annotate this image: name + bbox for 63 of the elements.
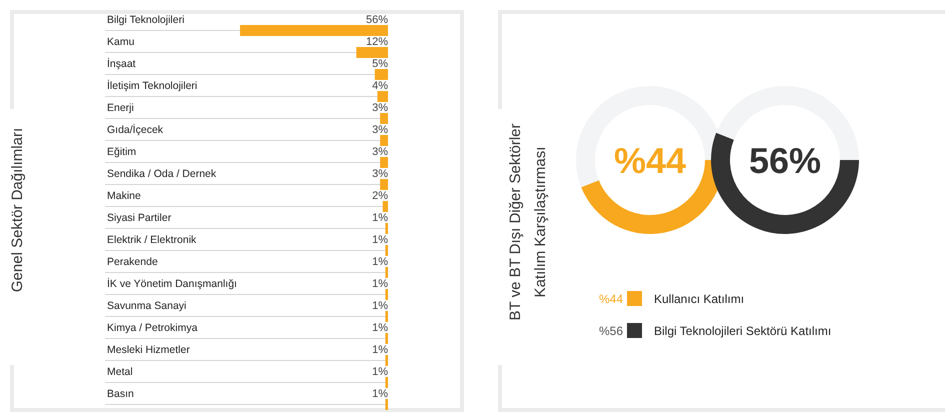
legend-label: Kullanıcı Katılımı bbox=[654, 292, 744, 306]
bar bbox=[385, 267, 388, 278]
y-tick-label: Mesleki Hizmetler bbox=[107, 344, 190, 356]
bar bbox=[385, 311, 388, 322]
y-tick-label: Elektrik / Elektronik bbox=[107, 234, 198, 246]
y-tick-label: Gıda/İçecek bbox=[107, 123, 164, 136]
data-label: 3% bbox=[372, 124, 388, 136]
data-label: 1% bbox=[372, 322, 388, 334]
bar bbox=[380, 135, 388, 146]
y-tick-label: Enerji bbox=[107, 102, 134, 114]
data-label: 1% bbox=[372, 344, 388, 356]
y-tick-label: Kamu bbox=[107, 36, 135, 48]
bar bbox=[385, 333, 388, 344]
y-tick-label: İK ve Yönetim Danışmanlığı bbox=[107, 277, 237, 290]
data-label: 56% bbox=[366, 14, 388, 26]
legend-label: Bilgi Teknolojileri Sektörü Katılımı bbox=[654, 324, 832, 338]
y-tick-label: Metal bbox=[107, 366, 133, 378]
bar bbox=[374, 69, 388, 80]
y-tick-label: Kimya / Petrokimya bbox=[107, 322, 198, 334]
data-label: %44 bbox=[598, 292, 624, 306]
bar bbox=[385, 377, 388, 388]
text: BT ve BT Dışı Diğer Sektörler Katılım Karşılaştırması bbox=[507, 123, 549, 321]
data-label: 1% bbox=[372, 256, 388, 268]
data-label: 1% bbox=[372, 234, 388, 246]
data-label: 1% bbox=[372, 366, 388, 378]
y-tick-label: Basın bbox=[107, 388, 134, 400]
text: %44 bbox=[614, 140, 686, 181]
data-label: 3% bbox=[372, 168, 388, 180]
data-label: %56 bbox=[598, 324, 624, 338]
bar bbox=[385, 289, 388, 300]
bar bbox=[380, 113, 388, 124]
data-label: 3% bbox=[372, 146, 388, 158]
y-tick-label: İnşaat bbox=[107, 57, 136, 70]
bar bbox=[385, 245, 388, 256]
data-label: 4% bbox=[372, 80, 388, 92]
y-tick-label: Siyasi Partiler bbox=[107, 212, 172, 224]
data-label: 5% bbox=[372, 58, 388, 70]
bar bbox=[380, 157, 388, 168]
data-label: 1% bbox=[372, 388, 388, 400]
data-label: 1% bbox=[372, 300, 388, 312]
y-tick-label: Perakende bbox=[107, 256, 158, 268]
y-tick-label: Bilgi Teknolojileri bbox=[107, 14, 184, 26]
data-label: 2% bbox=[372, 190, 388, 202]
bar bbox=[385, 223, 388, 234]
bar bbox=[385, 355, 388, 366]
y-tick-label: İletişim Teknolojileri bbox=[107, 79, 198, 92]
bar bbox=[356, 47, 388, 58]
y-tick-label: Eğitim bbox=[107, 146, 136, 158]
donut-slice bbox=[711, 132, 859, 234]
data-label: 3% bbox=[372, 102, 388, 114]
bar bbox=[377, 91, 388, 102]
bar bbox=[240, 25, 388, 36]
y-axis-title: Genel Sektör Dağılımları bbox=[9, 128, 26, 292]
y-tick-label: Makine bbox=[107, 190, 142, 202]
bar bbox=[385, 399, 388, 410]
data-label: 1% bbox=[372, 278, 388, 290]
bar bbox=[382, 201, 388, 212]
y-tick-label: Sendika / Oda / Dernek bbox=[107, 168, 217, 180]
data-label: 12% bbox=[366, 36, 388, 48]
text: 56% bbox=[748, 140, 822, 181]
y-tick-label: Savunma Sanayi bbox=[107, 300, 186, 312]
bar bbox=[380, 179, 388, 190]
data-label: 1% bbox=[372, 212, 388, 224]
